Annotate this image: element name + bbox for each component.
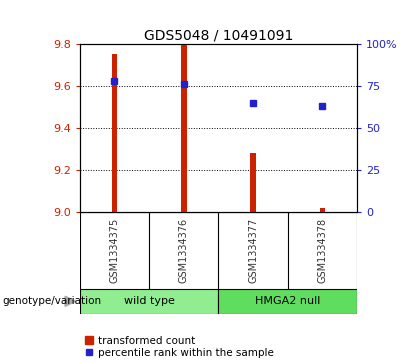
Bar (250, 153, 256, 212)
Text: HMGA2 null: HMGA2 null (255, 296, 320, 306)
Text: GSM1334377: GSM1334377 (248, 218, 258, 283)
Text: GSM1334376: GSM1334376 (179, 218, 189, 283)
Bar (320, 208, 325, 212)
Legend: transformed count, percentile rank within the sample: transformed count, percentile rank withi… (85, 336, 273, 358)
Polygon shape (65, 296, 76, 306)
Bar (218, 289, 357, 314)
Bar (80, 289, 218, 314)
Title: GDS5048 / 10491091: GDS5048 / 10491091 (144, 28, 293, 42)
Bar (112, 54, 117, 212)
Text: wild type: wild type (123, 296, 175, 306)
Text: GSM1334375: GSM1334375 (110, 218, 119, 283)
Text: GSM1334378: GSM1334378 (318, 218, 327, 283)
Text: genotype/variation: genotype/variation (2, 296, 101, 306)
Bar (181, 44, 186, 212)
